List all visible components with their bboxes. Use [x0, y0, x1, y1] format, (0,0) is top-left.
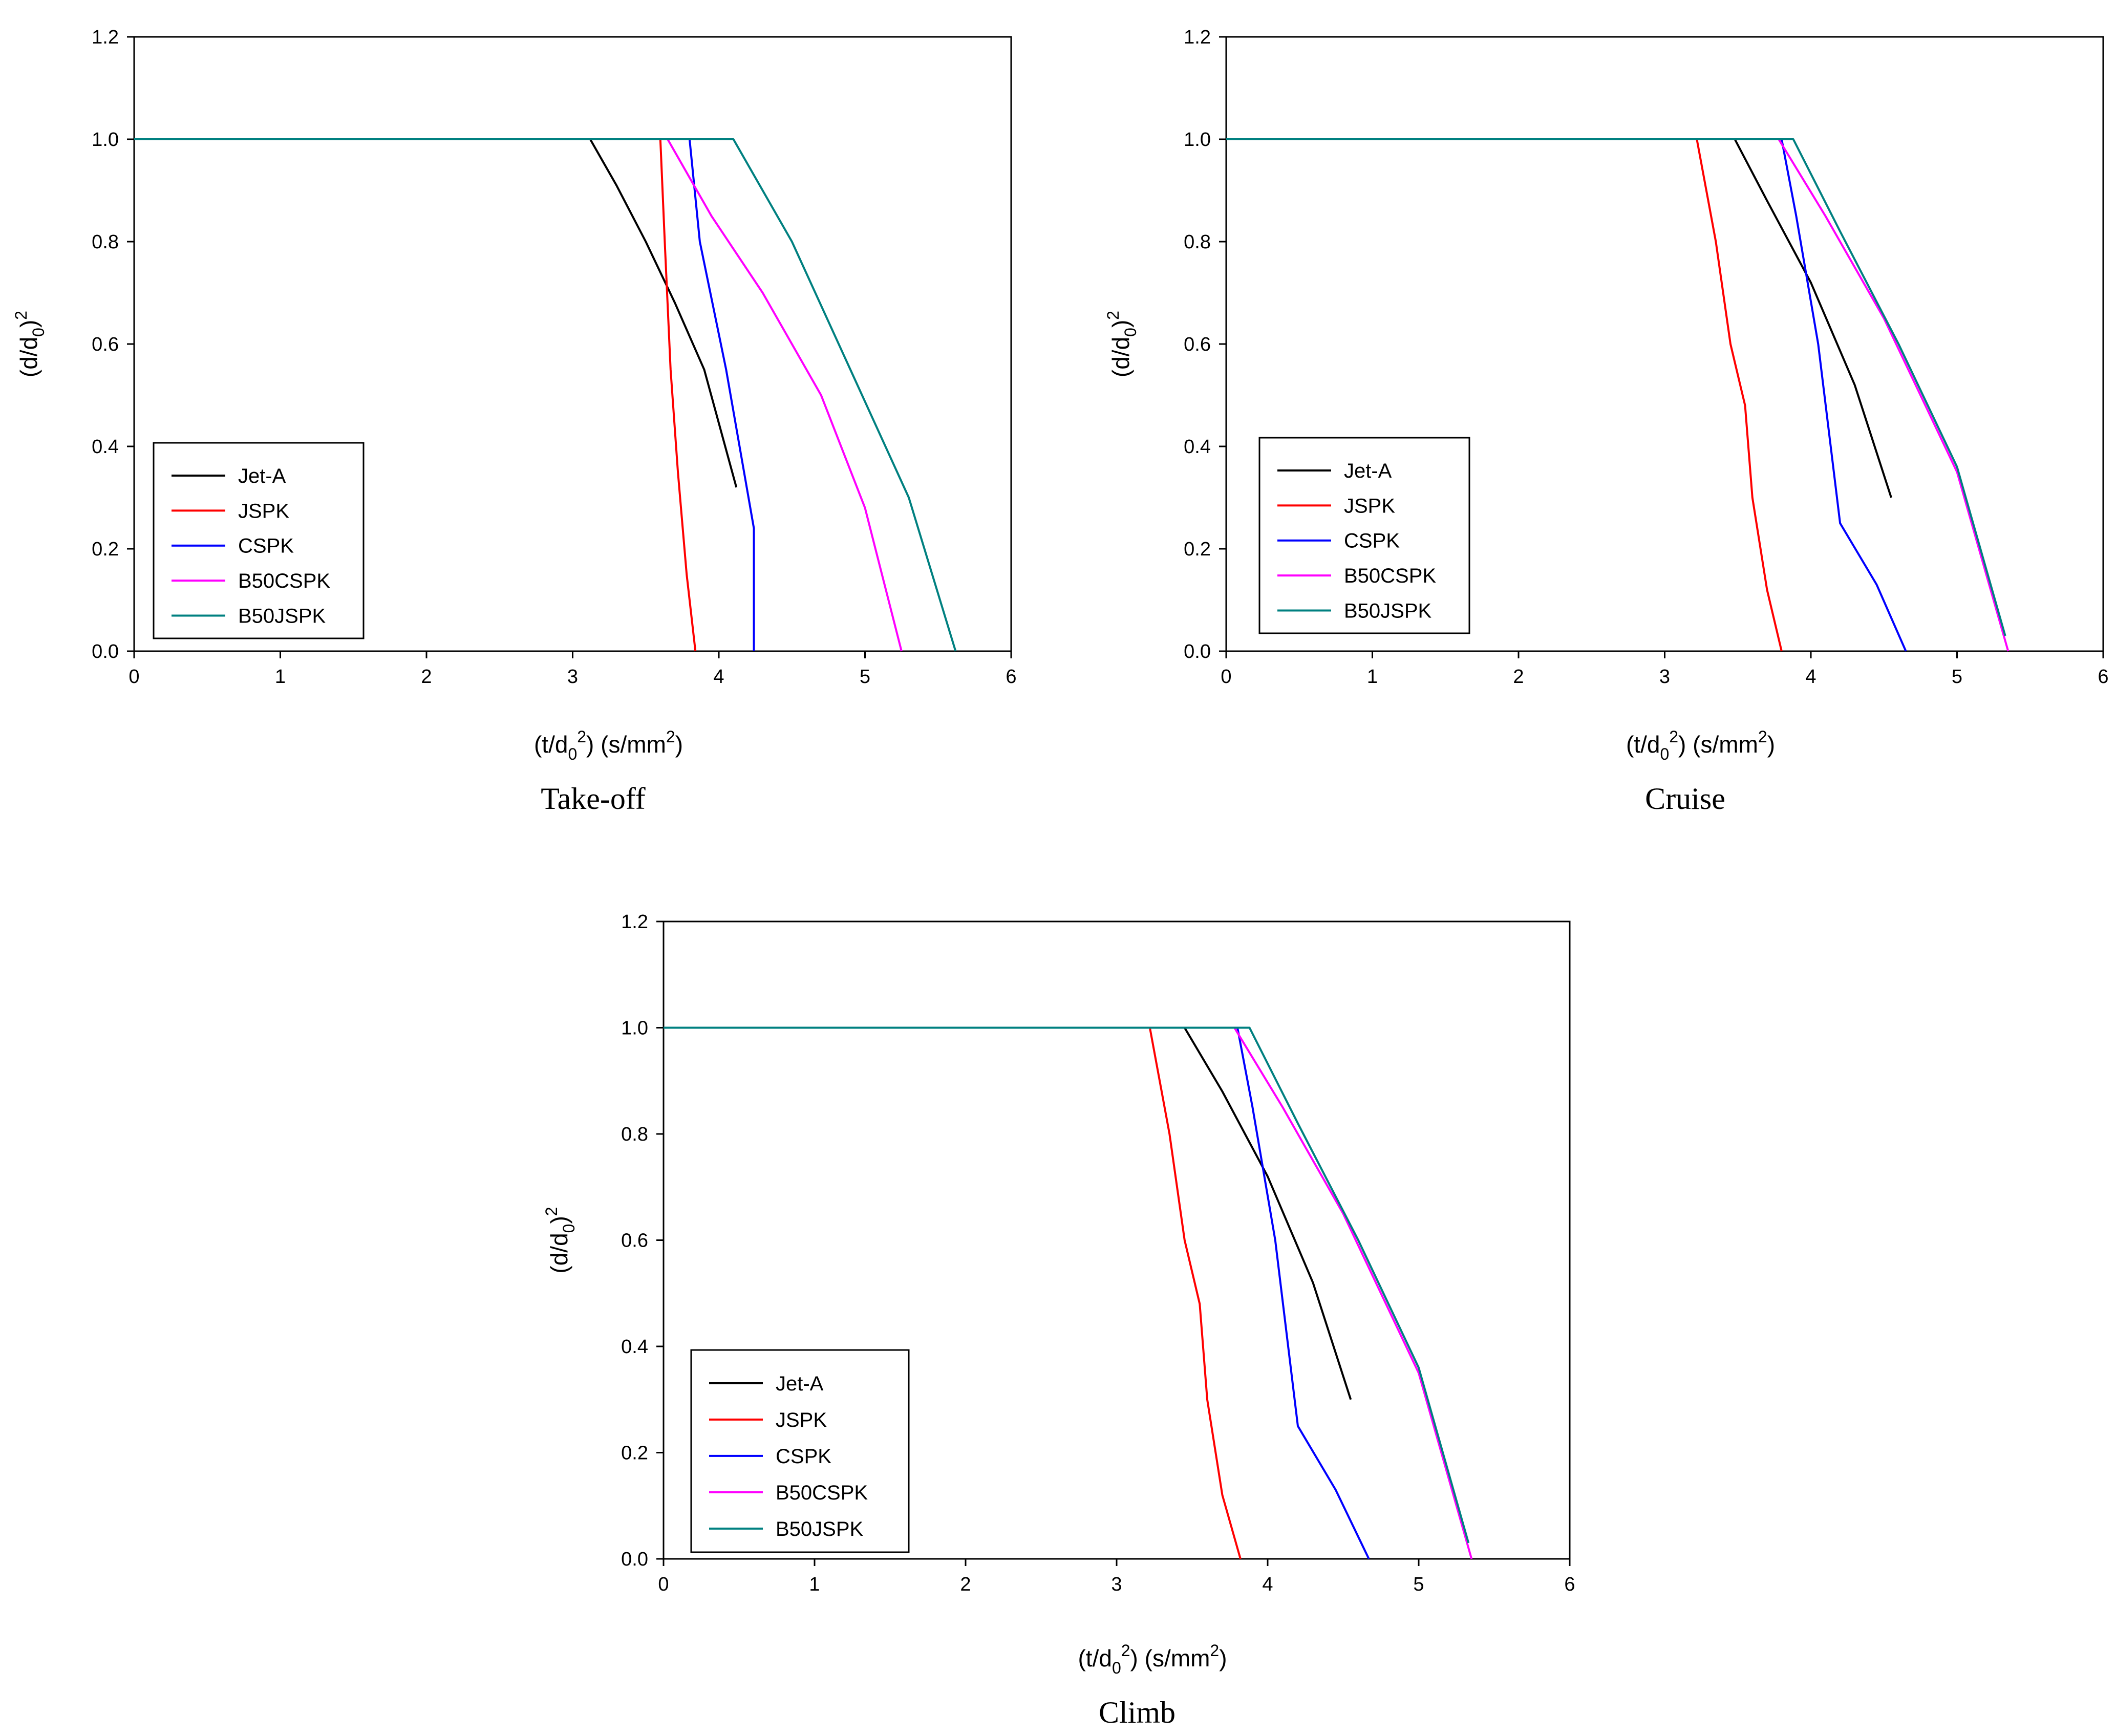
x-tick-label: 2	[960, 1574, 971, 1595]
chart-caption: Cruise	[1645, 782, 1725, 816]
x-tick-label: 5	[1952, 666, 1962, 688]
x-axis-label: (t/d02) (s/mm2)	[1078, 1641, 1227, 1677]
legend-label-jspk: JSPK	[1344, 495, 1395, 517]
chart-panel-take-off: 0 1 2 3 4 5 6 0.0 0.2 0.4 0.6 0.8 1.0 1.2 Jet-A JSPK CSP…	[12, 27, 1017, 816]
y-tick-label: 0.0	[92, 641, 119, 662]
x-tick-label: 3	[1111, 1574, 1122, 1595]
y-tick-label: 0.6	[92, 334, 119, 355]
x-tick-label: 5	[860, 666, 870, 688]
legend-label-b50jspk: B50JSPK	[776, 1518, 864, 1540]
legend-label-jspk: JSPK	[776, 1409, 827, 1431]
x-tick-label: 0	[1221, 666, 1231, 688]
legend-label-b50cspk: B50CSPK	[776, 1482, 868, 1504]
chart-caption: Climb	[1099, 1696, 1175, 1729]
series-line-jspk	[664, 1026, 1242, 1559]
legend-label-cspk: CSPK	[776, 1445, 831, 1468]
legend-label-jet-a: Jet-A	[1344, 460, 1392, 482]
y-tick-label: 0.2	[1184, 539, 1211, 560]
y-tick-label: 0.2	[92, 539, 119, 560]
y-tick-label: 1.2	[1184, 27, 1211, 48]
y-tick-label: 0.8	[1184, 231, 1211, 253]
y-tick-label: 0.8	[92, 231, 119, 253]
series-line-jspk	[1226, 138, 1783, 652]
y-tick-label: 0.6	[1184, 334, 1211, 355]
y-tick-label: 0.0	[621, 1549, 648, 1570]
x-tick-label: 0	[129, 666, 139, 688]
y-tick-label: 1.2	[621, 911, 648, 933]
x-tick-label: 1	[809, 1574, 820, 1595]
y-tick-label: 1.0	[621, 1018, 648, 1039]
legend: Jet-A JSPK CSPK B50CSPK B50JSPK	[153, 442, 365, 639]
x-tick-label: 5	[1413, 1574, 1424, 1595]
x-tick-label: 1	[1367, 666, 1378, 688]
y-tick-label: 0.6	[621, 1230, 648, 1252]
series-line-jet-a	[134, 138, 738, 488]
legend-label-jet-a: Jet-A	[776, 1373, 824, 1395]
y-tick-label: 1.0	[1184, 129, 1211, 151]
chart-caption: Take-off	[541, 782, 646, 816]
y-tick-label: 0.4	[92, 436, 119, 458]
y-tick-label: 1.0	[92, 129, 119, 151]
y-tick-label: 0.8	[621, 1124, 648, 1145]
y-tick-label: 0.0	[1184, 641, 1211, 662]
y-axis-label: (d/d0)2	[542, 1207, 578, 1273]
x-tick-label: 1	[275, 666, 286, 688]
x-axis-label: (t/d02) (s/mm2)	[1626, 727, 1775, 763]
legend-label-jspk: JSPK	[238, 500, 289, 522]
legend-label-jet-a: Jet-A	[238, 465, 286, 487]
x-tick-label: 2	[421, 666, 432, 688]
series-line-b50jspk	[664, 1026, 1470, 1544]
y-tick-label: 0.4	[1184, 436, 1211, 458]
legend-label-cspk: CSPK	[1344, 530, 1400, 552]
x-tick-label: 3	[1659, 666, 1670, 688]
x-tick-label: 6	[2098, 666, 2108, 688]
legend: Jet-A JSPK CSPK B50CSPK B50JSPK	[1258, 437, 1470, 634]
x-tick-label: 6	[1564, 1574, 1575, 1595]
x-tick-label: 3	[567, 666, 578, 688]
x-tick-label: 6	[1006, 666, 1016, 688]
series-line-b50jspk	[134, 138, 957, 652]
y-tick-label: 0.2	[621, 1443, 648, 1464]
x-tick-label: 0	[658, 1574, 669, 1595]
x-tick-label: 4	[1262, 1574, 1273, 1595]
x-tick-label: 4	[1805, 666, 1816, 688]
legend-label-cspk: CSPK	[238, 535, 294, 558]
y-axis-label: (d/d0)2	[12, 311, 48, 377]
x-tick-label: 4	[713, 666, 724, 688]
legend-label-b50jspk: B50JSPK	[238, 605, 326, 628]
legend-label-b50cspk: B50CSPK	[1344, 565, 1436, 587]
series-line-b50jspk	[1226, 138, 2006, 636]
legend-label-b50jspk: B50JSPK	[1344, 600, 1432, 623]
legend-label-b50cspk: B50CSPK	[238, 570, 330, 592]
legend: Jet-A JSPK CSPK B50CSPK B50JSPK	[690, 1349, 910, 1553]
y-axis-label: (d/d0)2	[1104, 311, 1140, 377]
x-tick-label: 2	[1513, 666, 1524, 688]
chart-panel-climb: 0 1 2 3 4 5 6 0.0 0.2 0.4 0.6 0.8 1.0 1.2 Jet-A JSPK CSP…	[542, 911, 1575, 1729]
y-tick-label: 0.4	[621, 1336, 648, 1358]
x-axis-label: (t/d02) (s/mm2)	[534, 727, 683, 763]
y-tick-label: 1.2	[92, 27, 119, 48]
chart-panel-cruise: 0 1 2 3 4 5 6 0.0 0.2 0.4 0.6 0.8 1.0 1.2 Jet-A JSPK CSP…	[1104, 27, 2109, 816]
